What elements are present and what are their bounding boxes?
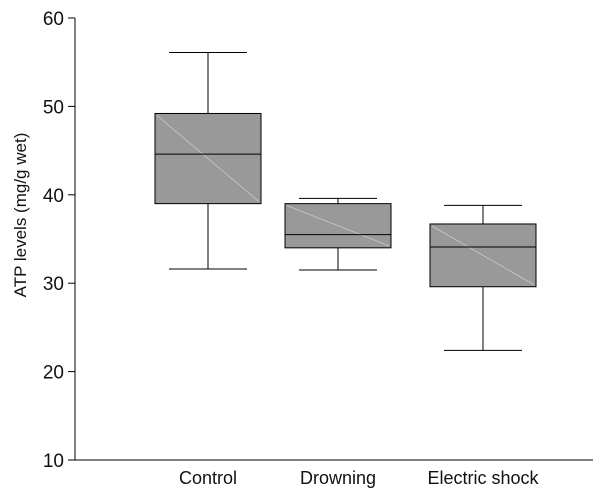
box-group-drowning [284, 197, 392, 271]
y-tick-label: 20 [43, 363, 64, 384]
boxes [154, 51, 537, 351]
box-group-control [154, 51, 262, 270]
category-label: Drowning [300, 468, 376, 488]
y-tick-label: 40 [43, 186, 64, 207]
y-tick-label: 50 [43, 97, 64, 118]
axes [74, 18, 593, 461]
x-labels: Control Drowning Electric shock [179, 468, 540, 488]
box-shading-line [156, 115, 260, 202]
y-tick-label: 30 [43, 274, 64, 295]
box-shading-line [431, 225, 535, 286]
iqr-box [429, 223, 537, 288]
y-tick-label: 60 [43, 9, 64, 30]
category-label: Control [179, 468, 237, 488]
category-label: Electric shock [427, 468, 539, 488]
y-tick-label: 10 [43, 451, 64, 472]
box-shading-line [286, 205, 390, 247]
y-axis-title: ATP levels (mg/g wet) [11, 133, 30, 298]
box-group-electric-shock [429, 204, 537, 351]
y-ticks: 10 20 30 40 50 60 [43, 9, 75, 472]
